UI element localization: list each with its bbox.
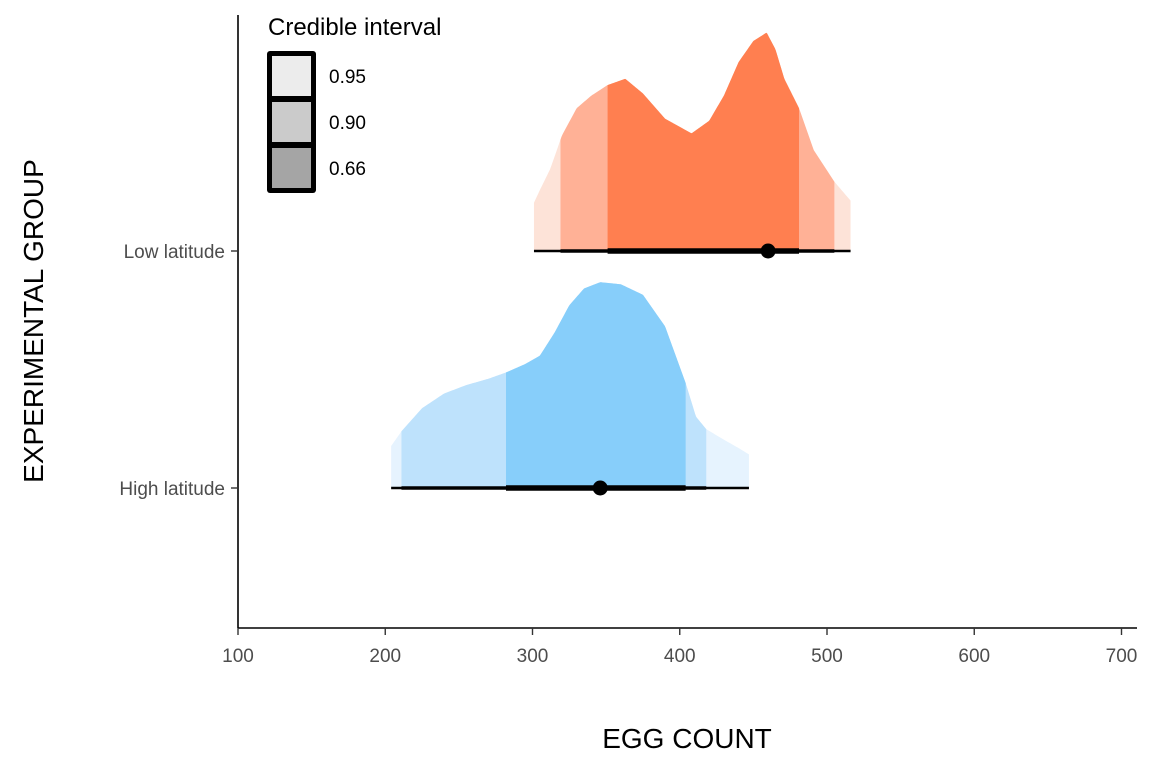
legend-swatch-095 <box>272 56 311 96</box>
legend-label: 0.95 <box>329 67 366 88</box>
x-tick-label: 400 <box>664 646 696 667</box>
x-tick-label: 100 <box>222 646 254 667</box>
legend-swatch-066 <box>272 148 311 188</box>
point-estimate <box>760 243 776 259</box>
y-tick-label: High latitude <box>119 479 225 500</box>
series-high-latitude <box>391 282 749 496</box>
x-tick-label: 600 <box>958 646 990 667</box>
legend-swatch-090 <box>272 102 311 142</box>
legend-title: Credible interval <box>268 14 441 41</box>
density-band-066 <box>505 282 686 488</box>
y-axis-title: EXPERIMENTAL GROUP <box>18 159 49 483</box>
point-estimate <box>592 480 608 496</box>
x-tick-label: 200 <box>369 646 401 667</box>
legend-label: 0.90 <box>329 113 366 134</box>
x-tick-label: 300 <box>517 646 549 667</box>
axes: Low latitude High latitude 100 200 300 400 500… <box>119 15 1137 667</box>
y-tick-label: Low latitude <box>124 242 225 263</box>
legend: Credible interval 0.95 0.90 0.66 <box>267 14 441 193</box>
legend-label: 0.66 <box>329 159 366 180</box>
x-axis-title: EGG COUNT <box>602 723 772 754</box>
series-low-latitude <box>533 32 851 259</box>
density-band-066 <box>607 32 800 251</box>
legend-keys <box>267 51 316 193</box>
plot-area <box>391 32 851 496</box>
x-tick-label: 500 <box>811 646 843 667</box>
x-tick-label: 700 <box>1106 646 1138 667</box>
